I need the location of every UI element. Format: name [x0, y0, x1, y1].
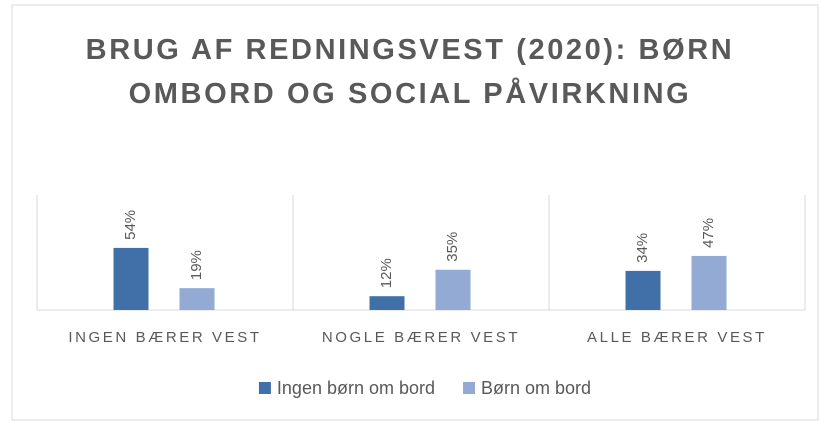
bar — [435, 269, 471, 310]
value-label: 47% — [700, 218, 717, 248]
value-label: 54% — [122, 210, 139, 240]
x-tick-label: INGEN BÆRER VEST — [68, 329, 261, 346]
bar — [691, 255, 727, 310]
legend-label: Børn om bord — [481, 378, 591, 398]
value-label: 35% — [444, 232, 461, 262]
value-label: 12% — [378, 258, 395, 288]
bar — [113, 247, 149, 310]
legend-swatch — [258, 382, 271, 394]
chart-title: BRUG AF REDNINGSVEST (2020): BØRN OMBORD… — [85, 34, 735, 110]
chart-border — [11, 4, 819, 421]
bar — [369, 296, 405, 310]
value-label: 19% — [188, 250, 205, 280]
legend-swatch — [463, 382, 476, 394]
bar — [625, 270, 661, 310]
x-tick-label: NOGLE BÆRER VEST — [322, 329, 520, 346]
value-label: 34% — [634, 233, 651, 263]
x-tick-label: ALLE BÆRER VEST — [587, 329, 767, 346]
legend-label: Ingen børn om bord — [277, 378, 435, 398]
bar — [179, 288, 215, 310]
